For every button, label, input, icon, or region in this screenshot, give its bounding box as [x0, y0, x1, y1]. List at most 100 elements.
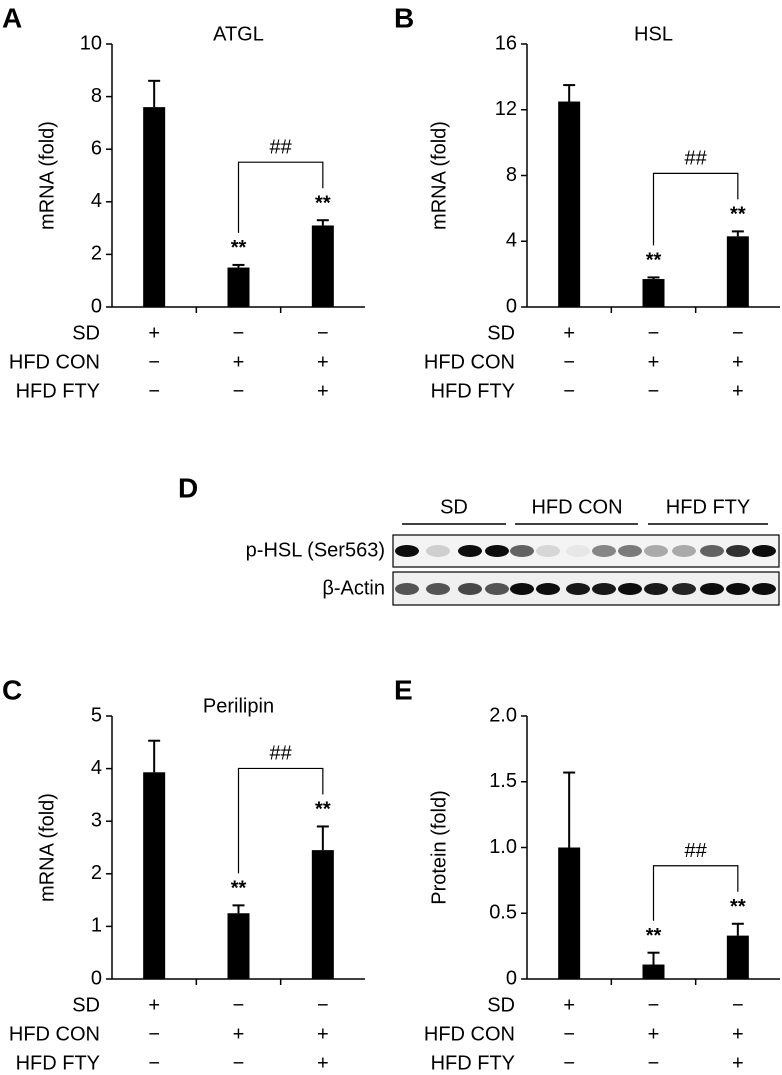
group-label: SD [440, 496, 468, 518]
bar [311, 850, 334, 979]
condition-sign: + [648, 351, 660, 373]
blot-band [592, 583, 616, 595]
bar [642, 279, 665, 307]
blot-band [426, 545, 450, 557]
blot-band [672, 583, 696, 595]
condition-sign: − [648, 1052, 660, 1074]
condition-sign: − [648, 380, 660, 402]
blot-band [644, 545, 668, 557]
blot-band [536, 583, 560, 595]
condition-sign: − [317, 322, 329, 344]
condition-sign: − [732, 322, 744, 344]
chart-title: HSL [634, 23, 673, 45]
condition-sign: − [148, 380, 160, 402]
condition-label: HFD FTY [16, 380, 100, 402]
blot-band [752, 583, 776, 595]
condition-sign: + [317, 1052, 329, 1074]
significance-star: ** [646, 925, 662, 947]
condition-sign: − [233, 380, 245, 402]
significance-bracket [237, 767, 324, 874]
significance-bracket [652, 865, 739, 921]
row-label: β-Actin [322, 577, 385, 599]
y-tick-label: 10 [80, 32, 102, 54]
bar [558, 101, 581, 307]
blot-band [618, 545, 642, 557]
blot-band [458, 583, 482, 595]
y-tick-label: 8 [91, 85, 102, 107]
condition-sign: − [233, 994, 245, 1016]
condition-sign: + [563, 322, 575, 344]
condition-sign: − [563, 351, 575, 373]
condition-label: HFD FTY [431, 380, 515, 402]
y-tick-label: 16 [495, 32, 517, 54]
condition-label: HFD CON [424, 351, 515, 373]
blot-band [510, 583, 534, 595]
condition-sign: + [317, 380, 329, 402]
y-tick-label: 1.0 [489, 836, 517, 858]
blot-band [510, 545, 534, 557]
blot-band [458, 545, 482, 557]
significance-star: ** [315, 799, 331, 821]
bracket-label: ## [685, 840, 708, 862]
condition-label: HFD FTY [16, 1052, 100, 1074]
blot-band [726, 545, 750, 557]
condition-sign: − [563, 1052, 575, 1074]
chart-title: ATGL [213, 23, 264, 45]
condition-sign: + [148, 322, 160, 344]
significance-star: ** [231, 878, 247, 900]
condition-sign: + [148, 994, 160, 1016]
blot-band [395, 583, 419, 595]
blot-band [726, 583, 750, 595]
bracket-label: ## [270, 743, 293, 765]
y-tick-label: 8 [506, 164, 517, 186]
condition-sign: + [648, 1023, 660, 1045]
bracket-label: ## [270, 136, 293, 158]
y-tick-label: 0.5 [489, 902, 517, 924]
bar [227, 267, 250, 307]
bar [726, 236, 749, 307]
y-tick-label: 0 [506, 967, 517, 989]
significance-star: ** [231, 237, 247, 259]
y-tick-label: 0 [91, 295, 102, 317]
bar [143, 107, 166, 308]
panel-letter: C [2, 674, 22, 705]
condition-sign: − [148, 1023, 160, 1045]
y-axis-label: mRNA (fold) [36, 121, 58, 230]
chart-title: Perilipin [203, 695, 274, 717]
blot-band [426, 583, 450, 595]
panel-letter: B [394, 2, 414, 33]
group-label: HFD CON [531, 496, 622, 518]
blot-band [618, 583, 642, 595]
condition-sign: − [148, 1052, 160, 1074]
panel-letter: A [2, 2, 22, 33]
condition-sign: − [563, 380, 575, 402]
y-tick-label: 0 [91, 967, 102, 989]
condition-sign: − [148, 351, 160, 373]
blot-bands [395, 545, 776, 595]
y-tick-label: 2 [91, 862, 102, 884]
condition-sign: − [317, 994, 329, 1016]
bar [726, 935, 749, 979]
y-axis-label: mRNA (fold) [36, 793, 58, 902]
condition-sign: − [233, 1052, 245, 1074]
y-tick-label: 3 [91, 809, 102, 831]
y-tick-label: 1 [91, 915, 102, 937]
condition-sign: − [648, 994, 660, 1016]
condition-label: SD [487, 994, 515, 1016]
y-tick-label: 4 [91, 757, 102, 779]
y-tick-label: 4 [91, 190, 102, 212]
bar [143, 772, 166, 979]
panel-letter: D [178, 472, 198, 503]
blot-band [700, 583, 724, 595]
condition-label: SD [72, 994, 100, 1016]
blot-band [592, 545, 616, 557]
significance-star: ** [730, 896, 746, 918]
condition-sign: − [648, 322, 660, 344]
condition-sign: − [233, 322, 245, 344]
condition-sign: + [233, 351, 245, 373]
significance-bracket [652, 172, 739, 246]
bar [311, 225, 334, 307]
bracket-label: ## [685, 148, 708, 170]
significance-bracket [237, 161, 324, 233]
